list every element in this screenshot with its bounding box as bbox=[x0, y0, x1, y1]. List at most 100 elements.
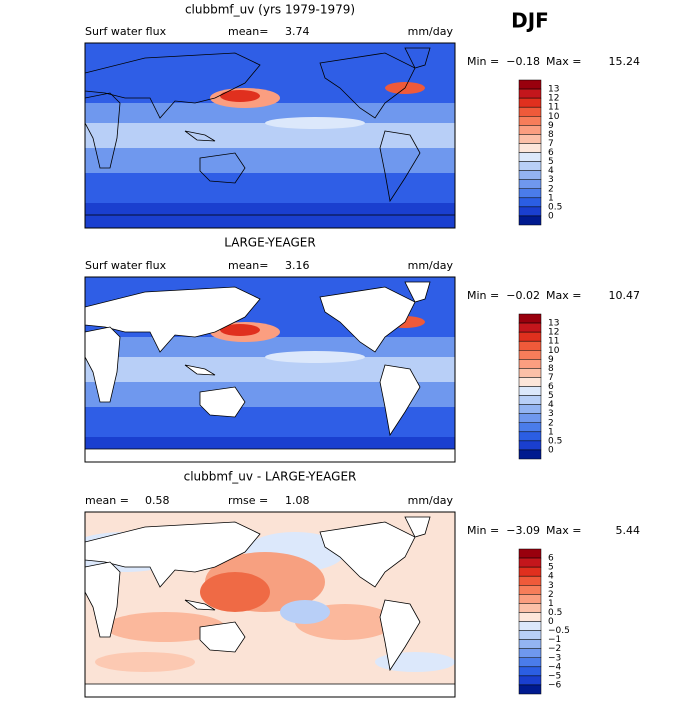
colorbar-box bbox=[518, 657, 542, 668]
field-blob bbox=[220, 90, 260, 102]
units-label: mm/day bbox=[408, 25, 454, 38]
colorbar-label: 12 bbox=[548, 328, 559, 338]
colorbar-box bbox=[518, 161, 542, 171]
colorbar-label: 8 bbox=[548, 364, 554, 374]
colorbar-box bbox=[518, 340, 542, 351]
map bbox=[84, 42, 456, 229]
max-label: Max = bbox=[546, 55, 581, 68]
colorbar-label: −4 bbox=[548, 662, 562, 672]
colorbar-label: 3 bbox=[548, 409, 554, 419]
colorbar-box bbox=[518, 134, 542, 144]
stat-label: mean= bbox=[228, 259, 268, 272]
colorbar-label: 5 bbox=[548, 157, 554, 167]
colorbar-box bbox=[518, 666, 542, 677]
colorbar-box bbox=[518, 566, 542, 577]
colorbar-label: 10 bbox=[548, 346, 560, 356]
colorbar-label: 6 bbox=[548, 148, 554, 158]
colorbar-box bbox=[518, 331, 542, 342]
colorbar-box bbox=[518, 368, 542, 378]
stat-value: 3.16 bbox=[285, 259, 310, 272]
colorbar-box bbox=[518, 594, 542, 604]
colorbar-box bbox=[518, 675, 542, 686]
season-label: DJF bbox=[511, 9, 549, 33]
colorbar-box bbox=[518, 197, 542, 208]
colorbar-label: 6 bbox=[548, 554, 554, 564]
field-blob bbox=[280, 600, 330, 624]
colorbar-box bbox=[518, 575, 542, 586]
colorbar-label: 1 bbox=[548, 599, 554, 609]
map-frame bbox=[84, 276, 456, 463]
min-label: Min = bbox=[467, 524, 499, 537]
panel-title: LARGE-YEAGER bbox=[224, 236, 315, 250]
field-blob bbox=[105, 612, 225, 642]
colorbar-box bbox=[518, 612, 542, 622]
colorbar-label: 4 bbox=[548, 400, 554, 410]
variable-label: Surf water flux bbox=[85, 259, 167, 272]
colorbar-box bbox=[518, 188, 542, 199]
colorbar-box bbox=[518, 170, 542, 180]
colorbar-box bbox=[518, 630, 542, 640]
colorbar-box bbox=[518, 585, 542, 595]
colorbar-label: 4 bbox=[548, 166, 554, 176]
colorbar-label: 0.5 bbox=[548, 202, 562, 212]
map-frame bbox=[84, 42, 456, 229]
colorbar-label: 6 bbox=[548, 382, 554, 392]
colorbar-box bbox=[518, 350, 542, 360]
colorbar-box bbox=[518, 322, 542, 333]
min-label: Min = bbox=[467, 55, 499, 68]
colorbar-box bbox=[518, 557, 542, 568]
min-value: −3.09 bbox=[506, 524, 540, 537]
colorbar-box bbox=[518, 684, 542, 695]
colorbar-label: 0.5 bbox=[548, 608, 562, 618]
field-blob bbox=[200, 572, 270, 612]
units-label: mm/day bbox=[408, 494, 454, 507]
colorbar-box bbox=[518, 648, 542, 658]
max-value: 5.44 bbox=[616, 524, 641, 537]
colorbar-box bbox=[518, 206, 542, 217]
colorbar-box bbox=[518, 125, 542, 135]
variable-label: Surf water flux bbox=[85, 25, 167, 38]
colorbar-label: −6 bbox=[548, 680, 562, 690]
stat-value: 0.58 bbox=[145, 494, 170, 507]
colorbar-box bbox=[518, 422, 542, 433]
colorbar-box bbox=[518, 116, 542, 126]
stat-value: 3.74 bbox=[285, 25, 310, 38]
field-band bbox=[85, 203, 455, 228]
max-value: 15.24 bbox=[609, 55, 641, 68]
max-label: Max = bbox=[546, 289, 581, 302]
colorbar-box bbox=[518, 97, 542, 108]
colorbar-label: 5 bbox=[548, 563, 554, 573]
colorbar-label: 3 bbox=[548, 581, 554, 591]
colorbar-label: 2 bbox=[548, 418, 554, 428]
colorbar-label: −3 bbox=[548, 653, 561, 663]
colorbar-box bbox=[518, 179, 542, 189]
colorbar-label: 0 bbox=[548, 445, 554, 455]
stat-label: mean= bbox=[228, 25, 268, 38]
colorbar-box bbox=[518, 215, 542, 226]
colorbar-box bbox=[518, 88, 542, 99]
colorbar-label: 13 bbox=[548, 85, 559, 95]
colorbar-label: 9 bbox=[548, 355, 554, 365]
colorbar-label: 3 bbox=[548, 175, 554, 185]
stat-label: rmse = bbox=[228, 494, 268, 507]
colorbar-box bbox=[518, 603, 542, 613]
stat-value: 1.08 bbox=[285, 494, 310, 507]
field-blob bbox=[95, 652, 195, 672]
min-label: Min = bbox=[467, 289, 499, 302]
colorbar-label: 2 bbox=[548, 184, 554, 194]
colorbar-box bbox=[518, 404, 542, 414]
colorbar-label: 1 bbox=[548, 427, 554, 437]
min-value: −0.02 bbox=[506, 289, 540, 302]
colorbar-box bbox=[518, 621, 542, 631]
colorbar-label: 8 bbox=[548, 130, 554, 140]
colorbar-label: 0.5 bbox=[548, 436, 562, 446]
colorbar-label: 9 bbox=[548, 121, 554, 131]
stat-label: mean = bbox=[85, 494, 129, 507]
colorbar-box bbox=[518, 440, 542, 451]
colorbar-box bbox=[518, 413, 542, 423]
map bbox=[84, 511, 456, 698]
colorbar-label: 11 bbox=[548, 337, 559, 347]
colorbar-label: 0 bbox=[548, 617, 554, 627]
colorbar-label: −1 bbox=[548, 635, 561, 645]
colorbar-box bbox=[518, 359, 542, 369]
